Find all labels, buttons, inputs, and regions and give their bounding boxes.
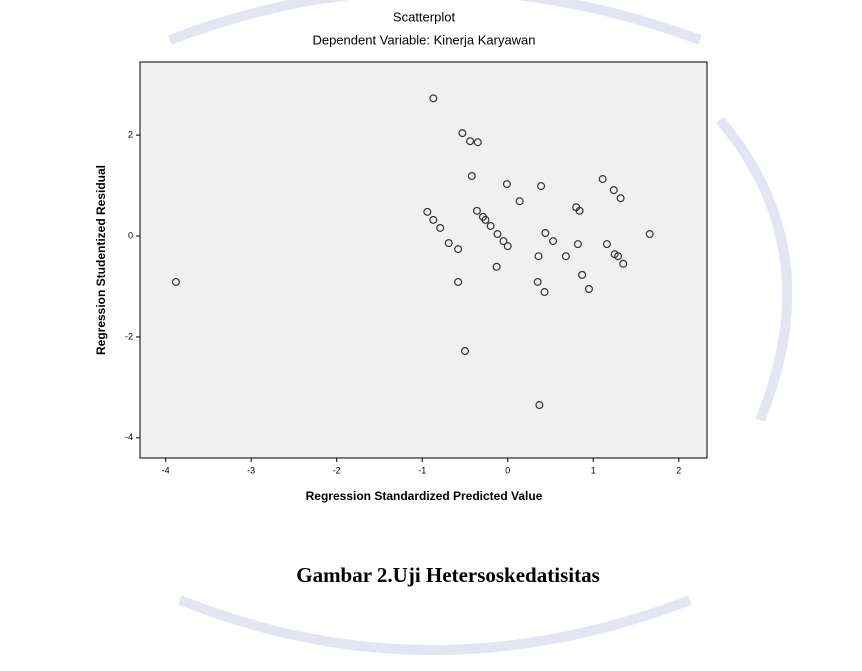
y-axis-label: Regression Studentized Residual [94, 165, 108, 355]
y-tick-label: 2 [128, 130, 133, 140]
x-axis-label: Regression Standardized Predicted Value [306, 489, 543, 503]
point [534, 252, 543, 261]
point [444, 239, 453, 248]
point [614, 252, 623, 261]
point [549, 237, 558, 246]
point [460, 347, 469, 356]
point [540, 288, 549, 297]
point [492, 262, 501, 271]
point [535, 401, 544, 410]
point [602, 240, 611, 249]
point [423, 207, 432, 216]
point [499, 237, 508, 246]
point [537, 182, 546, 191]
point [429, 94, 438, 103]
y-tick-label: -2 [125, 331, 133, 341]
x-tick-label: 1 [591, 465, 596, 475]
point [454, 245, 463, 254]
point [573, 240, 582, 249]
point [616, 194, 625, 203]
point [502, 180, 511, 189]
point [493, 230, 502, 239]
watermark [168, 0, 793, 655]
point [473, 138, 482, 147]
point [575, 206, 584, 215]
point [503, 242, 512, 251]
point [533, 277, 542, 286]
point [429, 215, 438, 224]
x-tick-label: -3 [247, 465, 255, 475]
point [436, 223, 445, 232]
point [481, 215, 490, 224]
point [171, 277, 180, 286]
point [619, 259, 628, 268]
point [609, 186, 618, 195]
point [486, 221, 495, 230]
x-tick-label: 0 [505, 465, 510, 475]
point [458, 129, 467, 138]
x-tick-label: -2 [333, 465, 341, 475]
point [472, 206, 481, 215]
point [578, 270, 587, 279]
chart-title: Scatterplot [393, 9, 456, 24]
point [515, 197, 524, 206]
y-tick-label: -4 [125, 432, 133, 442]
point [541, 229, 550, 238]
point [598, 175, 607, 184]
point [561, 252, 570, 261]
point [645, 230, 654, 239]
point [467, 172, 476, 181]
point [466, 137, 475, 146]
point [454, 277, 463, 286]
x-tick-label: -1 [418, 465, 426, 475]
chart-subtitle: Dependent Variable: Kinerja Karyawan [312, 32, 535, 47]
x-tick-label: -4 [162, 465, 170, 475]
x-tick-label: 2 [676, 465, 681, 475]
y-tick-label: 0 [128, 230, 133, 240]
point [584, 285, 593, 294]
figure-caption: Gambar 2.Uji Hetersoskedatisitas [296, 563, 600, 587]
plot-area [139, 61, 708, 459]
